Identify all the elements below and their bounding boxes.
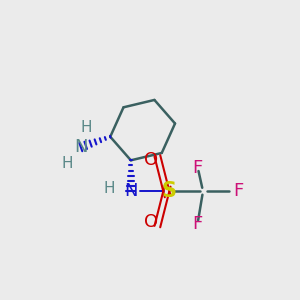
Text: N: N xyxy=(74,138,88,156)
Text: H: H xyxy=(81,120,92,135)
Text: F: F xyxy=(192,214,202,232)
Text: O: O xyxy=(144,151,158,169)
Text: H: H xyxy=(62,156,73,171)
Text: S: S xyxy=(162,181,177,201)
Text: H: H xyxy=(103,181,115,196)
Text: F: F xyxy=(233,182,244,200)
Text: N: N xyxy=(124,182,138,200)
Text: O: O xyxy=(144,213,158,231)
Text: F: F xyxy=(192,159,202,177)
